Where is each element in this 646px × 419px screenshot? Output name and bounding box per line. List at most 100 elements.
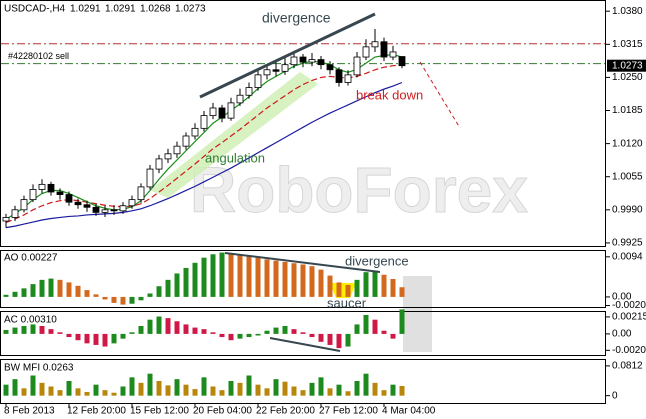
bar bbox=[66, 381, 72, 396]
bar bbox=[327, 275, 333, 297]
bar bbox=[246, 375, 252, 396]
candle-body bbox=[344, 74, 352, 83]
bar bbox=[30, 284, 36, 297]
bar bbox=[165, 385, 171, 396]
bar bbox=[57, 279, 63, 297]
y-tick-label: 1.0380 bbox=[612, 6, 643, 17]
candle-body bbox=[38, 183, 46, 190]
bar bbox=[318, 269, 324, 297]
bar bbox=[399, 309, 405, 334]
candle-body bbox=[164, 153, 172, 160]
bar bbox=[75, 388, 81, 396]
bar bbox=[318, 377, 324, 396]
bar bbox=[174, 273, 180, 297]
bar bbox=[21, 326, 27, 334]
bar bbox=[156, 316, 162, 334]
bar bbox=[129, 296, 135, 304]
bar bbox=[39, 382, 45, 396]
ohlc-high: 1.0291 bbox=[105, 4, 136, 15]
bar bbox=[21, 388, 27, 396]
bar bbox=[264, 330, 270, 334]
candle-body bbox=[182, 135, 190, 147]
bar bbox=[201, 257, 207, 297]
candle-body bbox=[74, 201, 82, 206]
y-tick-label: 1.0055 bbox=[612, 171, 643, 182]
bar bbox=[381, 330, 387, 334]
ohlc-open: 1.0291 bbox=[70, 4, 101, 15]
main-panel bbox=[0, 0, 606, 247]
x-tick-label: 22 Feb 20:00 bbox=[256, 406, 315, 417]
bar bbox=[210, 332, 216, 334]
bar bbox=[336, 384, 342, 396]
bar bbox=[111, 333, 117, 344]
bar bbox=[192, 389, 198, 396]
bar bbox=[39, 279, 45, 297]
y-tick-label: 0.9990 bbox=[612, 204, 643, 215]
x-tick-label: 8 Feb 2013 bbox=[4, 406, 55, 417]
bar bbox=[111, 296, 117, 303]
bar bbox=[21, 288, 27, 297]
y-tick-label: -0.00202 bbox=[612, 300, 646, 311]
candle-body bbox=[227, 102, 235, 119]
bar bbox=[264, 388, 270, 396]
bar bbox=[255, 333, 261, 336]
bar bbox=[30, 324, 36, 334]
annotation: divergence bbox=[345, 253, 409, 268]
bar bbox=[246, 256, 252, 297]
bar bbox=[318, 333, 324, 342]
bar bbox=[282, 381, 288, 396]
y-tick-label: 0.0094 bbox=[612, 251, 643, 262]
bar bbox=[84, 333, 90, 344]
bar bbox=[156, 381, 162, 396]
bar bbox=[129, 332, 135, 334]
x-tick-label: 20 Feb 04:00 bbox=[193, 406, 252, 417]
bar bbox=[363, 314, 369, 334]
bar bbox=[246, 333, 252, 338]
bar bbox=[48, 329, 54, 334]
bar bbox=[372, 270, 378, 297]
bar bbox=[111, 392, 117, 396]
bar bbox=[264, 259, 270, 297]
x-tick-label: 27 Feb 12:00 bbox=[319, 406, 378, 417]
y-tick-label: 0.00 bbox=[612, 292, 632, 303]
price-box bbox=[607, 59, 646, 72]
bar bbox=[399, 287, 405, 297]
bar bbox=[66, 282, 72, 297]
bar bbox=[228, 333, 234, 341]
bar bbox=[12, 291, 18, 297]
candle-body bbox=[110, 209, 118, 212]
candle-body bbox=[29, 189, 37, 201]
scroll-box bbox=[403, 276, 432, 352]
bar bbox=[390, 279, 396, 297]
bar bbox=[66, 333, 72, 338]
annotation: divergence bbox=[262, 10, 331, 26]
x-tick-label: 12 Feb 20:00 bbox=[67, 406, 126, 417]
bar bbox=[300, 390, 306, 396]
bar bbox=[345, 391, 351, 396]
bar bbox=[12, 327, 18, 334]
bar bbox=[255, 384, 261, 396]
bar bbox=[84, 392, 90, 396]
bar bbox=[147, 319, 153, 334]
candle-body bbox=[11, 209, 19, 218]
candle-body bbox=[20, 199, 28, 211]
bar bbox=[201, 329, 207, 334]
bar bbox=[102, 296, 108, 300]
ao-divergence-line bbox=[224, 252, 381, 273]
candle-body bbox=[254, 74, 262, 88]
bar bbox=[210, 254, 216, 297]
bar bbox=[372, 382, 378, 396]
bar bbox=[372, 319, 378, 334]
bar bbox=[183, 324, 189, 334]
bar bbox=[291, 386, 297, 396]
x-tick-label: 4 Mar 04:00 bbox=[382, 406, 436, 417]
y-tick-label: 0.9925 bbox=[612, 238, 643, 249]
bar bbox=[354, 324, 360, 334]
ohlc-close: 1.0273 bbox=[175, 4, 206, 15]
bar bbox=[354, 381, 360, 396]
candle-body bbox=[245, 87, 253, 96]
candle-body bbox=[290, 56, 298, 66]
break-down-arrow bbox=[419, 61, 461, 129]
bar bbox=[282, 261, 288, 297]
bar bbox=[183, 384, 189, 396]
